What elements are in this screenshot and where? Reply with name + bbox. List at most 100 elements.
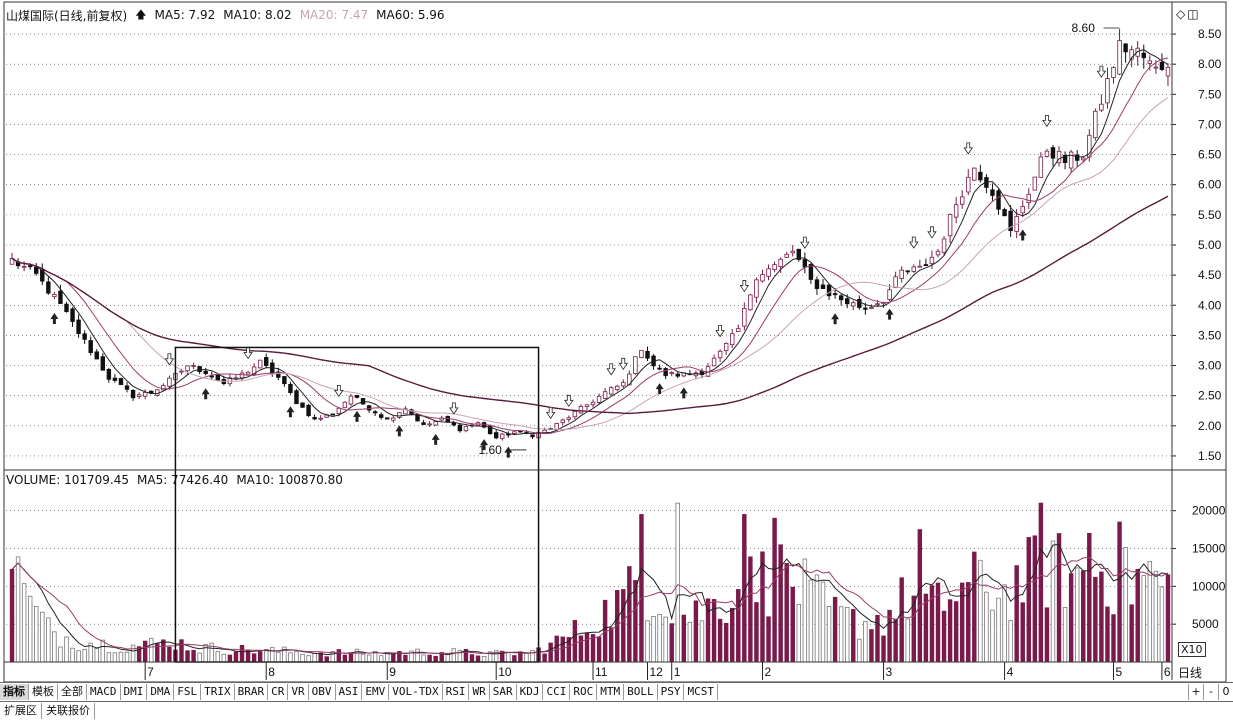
tab-5[interactable]: DMA <box>147 684 175 700</box>
volume-bar <box>124 651 130 663</box>
chart-icons: ◇ ◫ <box>1176 7 1199 21</box>
volume-bar <box>239 645 245 663</box>
candle <box>209 375 214 378</box>
sell-arrow-icon <box>606 363 616 376</box>
candle <box>947 214 953 237</box>
candle <box>1129 49 1134 60</box>
stock-title: 山煤国际(日线,前复权) <box>6 8 128 23</box>
tab-18[interactable]: KDJ <box>517 684 544 700</box>
tab-24[interactable]: MCST <box>684 684 718 700</box>
buy-arrow-icon <box>831 313 840 325</box>
candle <box>838 295 844 301</box>
tab-6[interactable]: FSL <box>174 684 202 700</box>
volume-bar <box>1002 584 1007 663</box>
candle <box>669 372 674 375</box>
candle <box>421 422 426 425</box>
sell-arrow-icon <box>1042 115 1052 128</box>
volume-bar <box>1074 567 1080 663</box>
candle <box>130 389 136 399</box>
volume-bar <box>1014 565 1019 663</box>
volume-bar <box>324 656 329 663</box>
sell-arrow-icon <box>449 402 459 415</box>
candle <box>118 378 124 385</box>
tab-12[interactable]: ASI <box>336 684 363 700</box>
candle <box>602 391 608 399</box>
sell-arrow-icon <box>963 142 974 155</box>
volume-bar <box>923 593 929 663</box>
tab-4[interactable]: DMI <box>121 684 148 700</box>
reset-button[interactable]: 0 <box>1218 684 1233 700</box>
volume-bar <box>941 610 947 663</box>
tab-14[interactable]: VOL-TDX <box>389 684 443 700</box>
window-icon[interactable]: ◫ <box>1187 7 1199 21</box>
volume-bar <box>318 652 323 663</box>
sell-arrow-icon <box>909 236 919 249</box>
volume-bar <box>1141 575 1146 663</box>
tab-11[interactable]: OBV <box>309 684 336 700</box>
sell-arrow-icon <box>739 280 750 293</box>
volume-bar <box>844 606 850 663</box>
candle <box>820 284 826 289</box>
candle <box>1002 209 1007 217</box>
tab-2[interactable]: 全部 <box>58 684 87 700</box>
volume-bar <box>112 652 118 663</box>
volume-bar <box>270 647 275 663</box>
volume-bar <box>185 650 190 663</box>
candle <box>754 279 759 298</box>
candle <box>397 412 402 418</box>
period-label[interactable]: 日线 <box>1178 666 1203 680</box>
candle <box>1008 210 1013 232</box>
candle <box>905 270 910 273</box>
month-label: 3 <box>886 665 893 679</box>
volume-bar <box>730 607 735 663</box>
volume-bar <box>506 652 511 663</box>
volume-bar <box>542 653 547 663</box>
volume-bar <box>1111 614 1116 663</box>
tab-16[interactable]: WR <box>469 684 490 700</box>
tab-19[interactable]: CCI <box>543 684 571 700</box>
candle <box>717 350 723 359</box>
tab-linked-quotes[interactable]: 关联报价 <box>42 703 95 719</box>
tab-8[interactable]: BRAR <box>235 684 269 700</box>
candle <box>1147 60 1153 64</box>
volume-bar <box>475 655 481 663</box>
volume-bar <box>1026 537 1031 663</box>
buy-arrow-icon <box>201 388 210 400</box>
price-tick-label: 7.00 <box>1198 117 1222 131</box>
tab-expand-area[interactable]: 扩展区 <box>0 703 42 719</box>
volume-bar <box>645 620 650 663</box>
tab-23[interactable]: PSY <box>658 684 685 700</box>
tab-10[interactable]: VR <box>288 684 309 700</box>
tab-20[interactable]: ROC <box>570 684 598 700</box>
candle <box>826 284 832 297</box>
zoom-out-button[interactable]: - <box>1203 684 1218 700</box>
tab-7[interactable]: TRIX <box>201 684 235 700</box>
diamond-icon[interactable]: ◇ <box>1176 7 1186 21</box>
ma20-line <box>11 97 1169 430</box>
volume-bar <box>687 621 693 663</box>
volume-bar <box>251 653 257 663</box>
tab-9[interactable]: CR <box>268 684 289 700</box>
candle <box>1074 154 1080 161</box>
buy-arrow-icon <box>885 308 894 320</box>
ma20-label: MA20: 7.47 <box>299 8 369 22</box>
candle <box>784 253 789 258</box>
tab-22[interactable]: BOLL <box>624 684 658 700</box>
candle <box>76 319 81 335</box>
candle <box>167 377 172 387</box>
candle <box>923 264 929 266</box>
candle <box>857 298 862 308</box>
tab-17[interactable]: SAR <box>490 684 517 700</box>
candle <box>808 264 814 280</box>
volume-bar <box>778 544 783 663</box>
tab-0[interactable]: 指标 <box>0 684 29 700</box>
tab-13[interactable]: EMV <box>362 684 390 700</box>
tab-1[interactable]: 模板 <box>29 684 58 700</box>
tab-21[interactable]: MTM <box>597 684 625 700</box>
candle <box>70 308 75 322</box>
buy-arrow-icon <box>679 387 688 399</box>
tab-15[interactable]: RSI <box>443 684 470 700</box>
volume-bar <box>784 563 789 663</box>
zoom-in-button[interactable]: + <box>1188 684 1203 700</box>
tab-3[interactable]: MACD <box>87 684 121 700</box>
